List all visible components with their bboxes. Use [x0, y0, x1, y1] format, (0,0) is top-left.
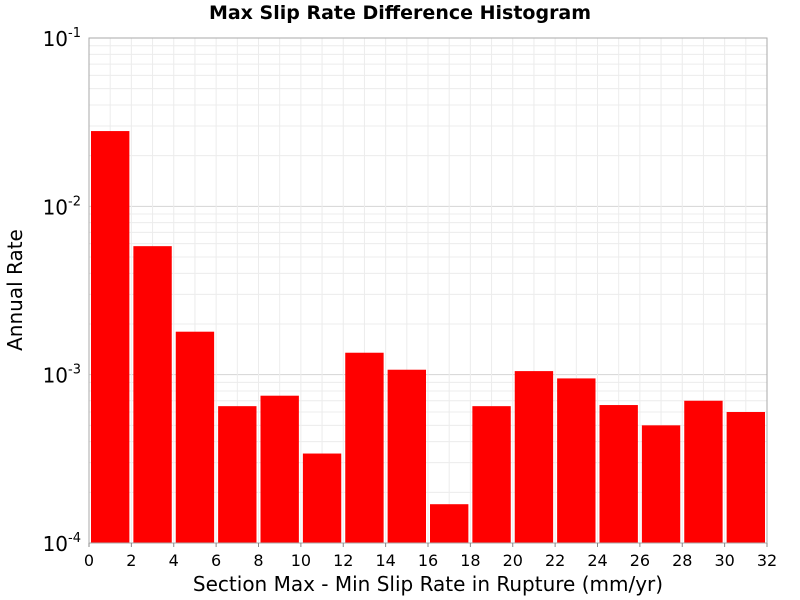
- y-axis-ticks: 10-4 10-3 10-2 10-1: [43, 26, 81, 556]
- bar: [557, 378, 596, 543]
- bar: [345, 352, 384, 543]
- bar: [260, 395, 299, 543]
- bar: [430, 504, 469, 543]
- x-tick-label: 28: [672, 551, 692, 570]
- x-tick-label: 8: [253, 551, 263, 570]
- bar: [514, 371, 554, 543]
- y-tick-label: 10-3: [43, 363, 81, 388]
- bar: [684, 400, 723, 543]
- y-tick-label: 10-4: [43, 531, 81, 556]
- x-tick-label: 16: [418, 551, 438, 570]
- x-tick-label: 30: [714, 551, 734, 570]
- x-tick-label: 24: [587, 551, 607, 570]
- bar: [472, 406, 511, 543]
- y-tick-label: 10-2: [43, 194, 81, 219]
- y-tick-label: 10-1: [43, 26, 81, 51]
- x-axis-label: Section Max - Min Slip Rate in Rupture (…: [193, 572, 663, 596]
- bar: [641, 425, 681, 543]
- bar: [599, 405, 638, 543]
- bar: [91, 131, 130, 543]
- bar: [387, 369, 426, 543]
- bar: [218, 406, 257, 543]
- x-tick-label: 2: [126, 551, 136, 570]
- x-tick-label: 10: [291, 551, 311, 570]
- x-tick-label: 6: [211, 551, 221, 570]
- x-tick-label: 0: [84, 551, 94, 570]
- bar: [133, 246, 172, 543]
- bar: [175, 331, 215, 543]
- x-tick-label: 20: [503, 551, 523, 570]
- bar: [302, 453, 342, 543]
- x-tick-label: 22: [545, 551, 565, 570]
- chart-title: Max Slip Rate Difference Histogram: [208, 2, 592, 24]
- x-tick-label: 18: [460, 551, 480, 570]
- x-tick-label: 26: [630, 551, 650, 570]
- x-tick-label: 4: [169, 551, 179, 570]
- bars: [91, 131, 765, 543]
- grid-lines: [88, 38, 768, 544]
- bar: [726, 412, 765, 543]
- x-axis-ticks: 0 2 4 6 8 10 12 14 16 18 20 22 24 26 28 30 32: [84, 543, 777, 570]
- y-axis-label: Annual Rate: [3, 229, 27, 351]
- x-tick-label: 32: [757, 551, 777, 570]
- x-tick-label: 14: [375, 551, 395, 570]
- x-tick-label: 12: [333, 551, 353, 570]
